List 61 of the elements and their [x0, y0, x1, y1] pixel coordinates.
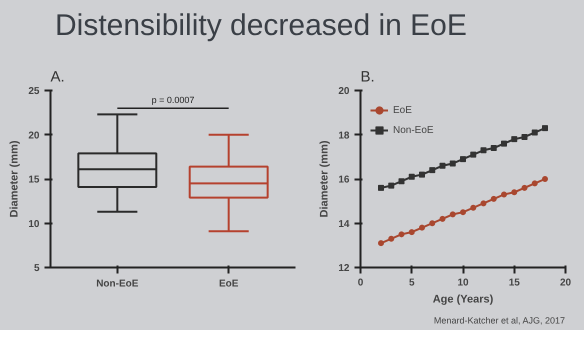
y-tick-label: 20 — [338, 86, 350, 97]
chart-title: Distensibility decreased in EoE — [55, 8, 467, 44]
y-tick-label: 16 — [338, 174, 350, 186]
point — [440, 216, 446, 222]
x-tick-label: 10 — [457, 278, 469, 288]
point — [408, 174, 415, 180]
y-tick-label: 25 — [28, 86, 40, 97]
annotation: p = 0.0007 — [152, 95, 194, 106]
point — [511, 136, 518, 142]
point — [419, 224, 425, 231]
point — [450, 211, 456, 218]
point — [501, 140, 507, 147]
point — [450, 160, 456, 167]
x-tick-label: 5 — [408, 278, 415, 288]
point — [398, 178, 404, 184]
legend-label: EoE — [393, 104, 413, 116]
point — [419, 172, 425, 178]
chart-subtitle: B. — [360, 68, 375, 86]
y-tick-label: 20 — [28, 130, 40, 142]
point — [522, 134, 528, 140]
point — [460, 209, 466, 216]
point — [511, 189, 518, 196]
point — [429, 167, 436, 174]
y-tick-label: 10 — [28, 218, 40, 230]
point — [480, 147, 486, 154]
y-tick-label: 15 — [28, 174, 40, 186]
x-tick-label: 20 — [560, 278, 572, 288]
x-tick-label: 15 — [508, 278, 520, 288]
y-tick-label: 12 — [338, 263, 350, 274]
y-axis-title: Diameter (mm) — [8, 140, 20, 218]
point — [490, 145, 497, 152]
x-axis-title: Age (Years) — [432, 294, 494, 306]
point — [501, 191, 507, 198]
point — [542, 176, 548, 182]
point — [408, 229, 415, 236]
point — [470, 152, 476, 158]
y-tick-label: 18 — [338, 130, 350, 142]
point — [440, 162, 446, 169]
chart-subtitle: A. — [50, 68, 65, 86]
x-tick-label: 0 — [358, 278, 364, 288]
legend-label: Non-EoE — [393, 124, 434, 136]
point — [378, 240, 384, 246]
point — [532, 180, 538, 186]
point — [490, 196, 497, 202]
point — [522, 184, 528, 191]
point — [378, 184, 384, 191]
point — [388, 236, 394, 242]
y-tick-label: 5 — [34, 263, 40, 274]
y-axis-title: Diameter (mm) — [318, 140, 330, 218]
text: Menard-Katcher et al, AJG, 2017 — [434, 316, 566, 326]
point — [470, 204, 476, 211]
point — [460, 156, 466, 162]
point — [542, 125, 548, 132]
point — [429, 220, 436, 226]
point — [388, 182, 394, 189]
point — [480, 200, 486, 206]
y-tick-label: 14 — [338, 218, 350, 230]
x-tick-label: EoE — [218, 278, 239, 290]
point — [398, 231, 404, 238]
x-tick-label: Non-EoE — [96, 278, 139, 290]
point — [532, 130, 538, 136]
